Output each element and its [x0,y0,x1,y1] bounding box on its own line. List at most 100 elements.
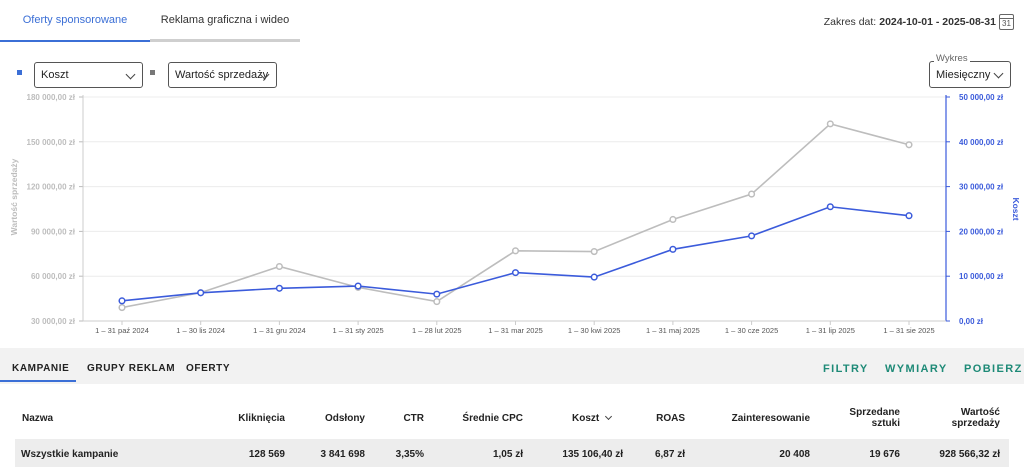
y-right-tick-label: 40 000,00 zł [959,138,1004,147]
cell-avg-cpc: 1,05 zł [492,449,523,460]
cell-ctr: 3,35% [395,449,424,460]
x-axis: 1 – 31 paź 2024 1 – 30 lis 2024 1 – 31 gru… [83,320,946,335]
active-tab-indicator [0,380,76,382]
date-range-label: Zakres dat: [823,16,877,28]
koszt-data-point [669,245,677,253]
x-tick-label: 1 – 28 lut 2025 [412,326,462,335]
col-header-clicks[interactable]: Kliknięcia [238,413,285,424]
tab-display-video[interactable]: Reklama graficzna i wideo [150,0,300,42]
x-tick-label: 1 – 31 maj 2025 [646,326,700,335]
calendar-day: 31 [1002,19,1011,28]
metric-right-select[interactable]: Wartość sprzedaży [168,62,277,88]
campaigns-table: Nazwa Kliknięcia Odsłony CTR Średnie CPC… [0,384,1024,467]
sales-data-point [433,298,441,306]
x-tick-label: 1 – 31 sty 2025 [332,326,383,335]
col-header-avg-cpc[interactable]: Średnie CPC [462,413,523,424]
x-tick-label: 1 – 31 gru 2024 [253,326,306,335]
sort-chevron-down-icon [604,412,613,421]
col-header-cost-label: Koszt [571,413,600,424]
x-tick-label: 1 – 30 lis 2024 [176,326,225,335]
calendar-icon[interactable]: 31 [999,14,1014,30]
col-header-name[interactable]: Nazwa [22,413,54,424]
sales-series-line [121,122,910,309]
sales-data-point [511,247,520,255]
koszt-data-point [354,282,362,290]
y-left-tick-label: 90 000,00 zł [31,227,76,236]
date-range-picker[interactable]: Zakres dat: 2024-10-01 - 2025-08-31 31 [824,14,1014,30]
download-button[interactable]: POBIERZ [964,363,1023,375]
koszt-data-point [590,273,598,281]
y-axis-right-title: Koszt [1011,197,1021,220]
col-header-sales-value[interactable]: Wartość sprzedaży [951,407,1000,429]
y-left-tick-label: 30 000,00 zł [31,317,76,326]
col-header-units-sold[interactable]: Sprzedane sztuki [849,407,900,429]
metric-right-value: Wartość sprzedaży [175,69,269,81]
y-right-tick-label: 0,00 zł [959,317,984,326]
x-tick-label: 1 – 31 mar 2025 [488,326,543,335]
table-row-total[interactable]: Wszystkie kampanie 128 569 3 841 698 3,3… [15,439,1009,467]
top-bar: Oferty sponsorowane Reklama graficzna i … [0,0,1024,42]
sales-data-point [905,141,913,149]
y-right-tick-label: 50 000,00 zł [959,93,1004,102]
sales-data-point [118,304,126,312]
tab-ad-groups[interactable]: GRUPY REKLAM [87,363,176,374]
y-right-tick-label: 10 000,00 zł [959,272,1004,281]
tab-offers[interactable]: OFERTY [186,363,231,374]
koszt-data-point [748,232,756,240]
cell-cost: 135 106,40 zł [562,449,623,460]
y-right-tick-label: 20 000,00 zł [959,227,1004,236]
chart-mode-select[interactable]: Miesięczny [929,61,1011,88]
line-chart: 180 000,00 zł 150 000,00 zł 120 000,00 zł 9… [9,93,1021,335]
col-header-ctr[interactable]: CTR [403,413,424,424]
chart-mode-value: Miesięczny [936,68,991,81]
cell-roas: 6,87 zł [654,449,685,460]
y-left-tick-label: 120 000,00 zł [27,183,76,192]
metric-left-value: Koszt [41,69,69,81]
chart-grid [83,96,946,322]
col-header-impressions[interactable]: Odsłony [324,413,365,424]
x-tick-label: 1 – 31 lip 2025 [806,326,855,335]
sales-data-point [669,215,677,224]
sales-data-point [748,190,756,198]
col-header-roas[interactable]: ROAS [656,413,685,424]
x-tick-label: 1 – 31 sie 2025 [883,326,934,335]
x-tick-label: 1 – 31 paź 2024 [95,326,149,335]
sub-tabs-bar: KAMPANIE GRUPY REKLAM OFERTY FILTRY WYMI… [0,348,1024,384]
col-header-cost[interactable]: Koszt [571,412,613,424]
cell-name: Wszystkie kampanie [21,449,119,460]
tab-campaigns[interactable]: KAMPANIE [12,363,70,374]
y-axis-left: 180 000,00 zł 150 000,00 zł 120 000,00 zł 9… [27,93,84,326]
y-left-tick-label: 60 000,00 zł [31,272,76,281]
y-axis-left-title: Wartość sprzedaży [9,158,19,235]
sales-data-point [590,248,598,256]
sales-data-point [275,262,283,271]
x-tick-label: 1 – 30 cze 2025 [725,326,778,335]
sales-legend-icon [150,70,155,75]
chart-series [118,120,913,312]
dimensions-button[interactable]: WYMIARY [885,363,948,375]
date-range-value: 2024-10-01 - 2025-08-31 [879,16,996,28]
tab-sponsored-offers[interactable]: Oferty sponsorowane [0,0,150,42]
koszt-data-point [511,269,520,277]
y-left-tick-label: 150 000,00 zł [27,138,76,147]
cell-units-sold: 19 676 [869,449,900,460]
y-axis-right: 50 000,00 zł 40 000,00 zł 30 000,00 zł 20 0… [945,93,1004,326]
y-left-tick-label: 180 000,00 zł [27,93,76,102]
sales-data-point [826,120,834,128]
koszt-data-point [197,289,205,297]
chart-mode-label: Wykres [934,53,970,64]
cell-clicks: 128 569 [248,449,285,460]
col-header-interest[interactable]: Zainteresowanie [731,413,810,424]
filters-button[interactable]: FILTRY [823,363,869,375]
chart-panel: Koszt Wartość sprzedaży Miesięczny 180 0… [0,42,1024,348]
cell-interest: 20 408 [779,449,810,460]
metric-left-select[interactable]: Koszt [34,62,143,88]
koszt-data-point [433,290,441,298]
koszt-data-point [118,297,126,305]
y-right-tick-label: 30 000,00 zł [959,183,1004,192]
koszt-data-point [826,203,834,211]
cell-sales-value: 928 566,32 zł [939,449,1000,460]
koszt-data-point [905,212,913,220]
x-tick-label: 1 – 30 kwi 2025 [568,326,621,335]
koszt-legend-icon [17,70,22,75]
